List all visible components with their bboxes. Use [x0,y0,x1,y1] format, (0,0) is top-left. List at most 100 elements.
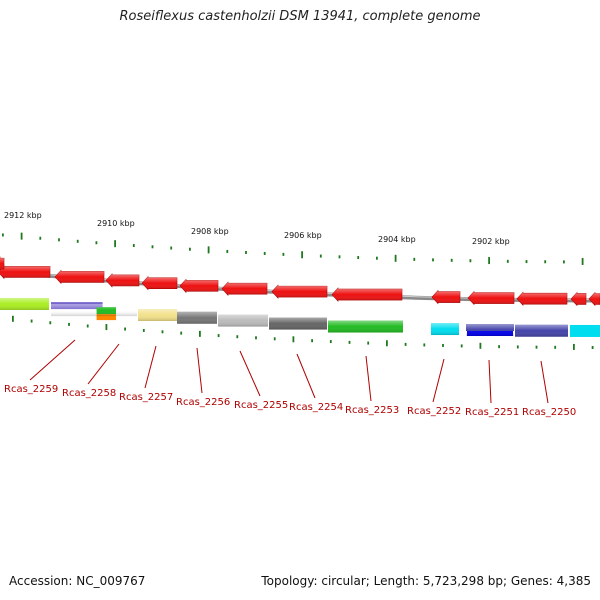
cds-arrow-rcas-2256 [141,275,178,291]
leader-line [540,360,549,404]
cds-arrow-rcas-2250 [467,290,515,306]
inner-minor-tick [311,339,313,343]
cds-arrow-rcas-2255 [179,278,219,294]
scale-major-tick [394,254,397,262]
scale-minor-tick [58,238,60,242]
scale-tick-label: 2908 kbp [191,227,229,236]
inner-minor-tick [348,340,351,344]
cds-arrow-rcas-2257 [105,273,140,288]
cds-arrow [516,291,568,306]
inner-minor-tick [236,335,239,339]
scale-minor-tick [226,249,229,253]
locus-label-rcas-2254: Rcas_2254 [289,402,343,413]
inner-major-tick [199,330,201,337]
scale-major-tick [581,257,584,265]
cds-track [0,256,600,307]
scale-major-tick [301,251,303,259]
scale-minor-tick [245,250,247,254]
inner-minor-tick [423,343,426,347]
scale-minor-tick [525,260,528,264]
inner-minor-tick [86,324,89,328]
locus-label-rcas-2255: Rcas_2255 [234,400,288,411]
leader-line [239,350,261,397]
inner-minor-tick [30,319,33,323]
inner-minor-tick [442,343,444,347]
cog-block-rcas-2258 [51,302,137,321]
inner-minor-tick [554,345,557,349]
accession-text: Accession: NC_009767 [9,574,146,588]
scale-tick-label: 2902 kbp [472,237,510,246]
leader-line [296,353,316,399]
locus-label-rcas-2257: Rcas_2257 [119,392,173,403]
leader-line [87,343,120,385]
cog-block-rcas-2257 [138,309,177,322]
scale-minor-tick [376,256,378,260]
scale-tick-label: 2906 kbp [284,231,322,240]
scale-minor-tick [132,244,135,248]
locus-label-rcas-2258: Rcas_2258 [62,388,116,399]
scale-minor-tick [39,236,42,240]
scale-ticks: 2912 kbp 2910 kbp 2908 kbp 2906 kbp 2904 kbp… [2,211,594,350]
inner-minor-tick [255,336,257,340]
leader-line [196,347,203,394]
cog-block-rcas-2259 [0,297,49,310]
scale-major-tick [114,240,116,248]
inner-major-tick [12,315,14,322]
inner-minor-tick [404,342,407,346]
cds-arrow-rcas-2254 [221,281,268,296]
cds-arrow-rcas-2258 [54,269,105,285]
scale-minor-tick [450,258,453,262]
scale-major-tick [20,232,23,240]
leader-line [432,358,445,403]
inner-minor-tick [460,344,463,348]
cds-arrow-rcas-2251 [431,289,461,305]
cog-block-rcas-2254 [269,317,327,330]
inner-minor-tick [329,340,332,344]
scale-major-tick [207,246,210,254]
leader-line [144,345,157,389]
cds-arrow [570,291,587,307]
scale-minor-tick [544,260,547,264]
cog-block-rcas-2256 [177,311,217,324]
inner-minor-tick [498,345,500,349]
inner-major-tick [386,340,388,347]
cog-block-rcas-2250 [515,324,568,337]
cog-block-rcas-2252 [431,323,459,336]
inner-minor-tick [142,328,145,332]
scale-minor-tick [413,257,416,261]
scale-minor-tick [469,259,472,263]
inner-minor-tick [516,345,519,349]
scale-minor-tick [506,259,509,263]
leader-line [365,355,372,402]
cog-block-rcas-2251 [466,324,514,337]
locus-labels: Rcas_2259 Rcas_2258 Rcas_2257 Rcas_2256 Rcas… [4,339,576,418]
cog-block [570,324,600,337]
inner-major-tick [573,343,575,350]
locus-label-rcas-2250: Rcas_2250 [522,407,576,418]
cog-block-rcas-2253 [328,320,403,333]
leader-line [29,339,76,381]
cds-arrow [588,291,600,307]
inner-minor-tick [180,331,183,335]
leader-line [488,359,492,404]
scale-tick-label: 2904 kbp [378,235,416,244]
cog-track [0,297,600,337]
scale-minor-tick [338,255,341,259]
inner-minor-tick [49,321,52,325]
cds-arrow-rcas-2252 [331,287,403,302]
locus-label-rcas-2253: Rcas_2253 [345,405,399,416]
scale-minor-tick [319,254,322,258]
scale-tick-label: 2910 kbp [97,219,135,228]
locus-label-rcas-2259: Rcas_2259 [4,384,58,395]
scale-minor-tick [170,246,173,250]
scale-minor-tick [151,245,154,249]
locus-label-rcas-2252: Rcas_2252 [407,406,461,417]
locus-label-rcas-2256: Rcas_2256 [176,397,230,408]
scale-minor-tick [76,239,79,243]
scale-minor-tick [563,260,565,264]
scale-tick-label: 2912 kbp [4,211,42,220]
scale-minor-tick [357,256,360,260]
scale-minor-tick [2,233,4,237]
inner-major-tick [105,324,108,331]
scale-minor-tick [95,241,98,245]
